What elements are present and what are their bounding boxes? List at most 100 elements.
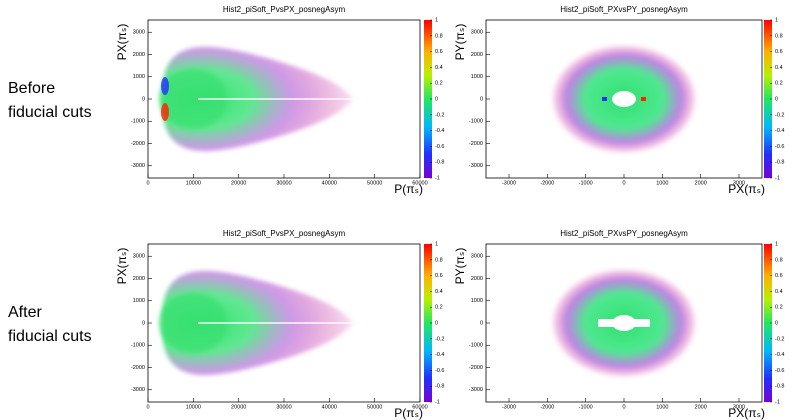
y-tick-label: 3000 (133, 254, 145, 260)
y-tick-label: 3000 (471, 30, 483, 36)
cloud-hole (612, 91, 636, 107)
y-tick-label: 0 (142, 96, 145, 102)
colorbar-tick-label: -0.4 (775, 352, 784, 358)
colorbar-tick-label: 0.4 (435, 65, 443, 71)
y-tick-label: -1000 (131, 343, 145, 349)
y-tick-label: -2000 (131, 141, 145, 147)
y-tick-label: -1000 (469, 343, 483, 349)
x-axis-label: PX(πₛ) (728, 406, 765, 420)
colorbar-tick-label: 0.8 (435, 33, 443, 39)
colorbar-tick-label: -0.6 (435, 144, 444, 150)
x-tick-label: 50000 (367, 404, 382, 410)
chart-title: Hist2_piSoft_PvsPX_posnegAsym (223, 5, 346, 14)
colorbar-tick-label: 0.2 (775, 305, 783, 311)
y-tick-label: 1000 (471, 298, 483, 304)
y-axis-label: PX(πₛ) (115, 248, 129, 285)
y-tick-label: 1000 (471, 74, 483, 80)
y-tick-label: -3000 (469, 387, 483, 393)
x-tick-label: 50000 (367, 180, 382, 186)
x-tick-label: 0 (622, 404, 625, 410)
colorbar-tick-label: 0.4 (775, 65, 783, 71)
cloud-edge (161, 103, 169, 121)
x-tick-label: 60000 (412, 404, 427, 410)
colorbar-tick-label: 0.8 (435, 257, 443, 263)
x-tick-label: -2000 (540, 180, 554, 186)
colorbar-tick-label: 1 (435, 241, 438, 247)
colorbar-tick-label: 0.6 (435, 49, 443, 55)
y-tick-label: -3000 (131, 163, 145, 169)
y-tick-label: 3000 (471, 254, 483, 260)
cloud-edge (161, 77, 169, 95)
y-tick-label: -3000 (131, 387, 145, 393)
y-axis-label: PY(πₛ) (453, 248, 467, 285)
colorbar-tick-label: -0.6 (775, 368, 784, 374)
y-tick-label: -2000 (131, 365, 145, 371)
colorbar-tick-label: 0.8 (775, 33, 783, 39)
colorbar (764, 20, 772, 178)
colorbar-tick-label: -0.2 (435, 112, 444, 118)
x-tick-label: 20000 (231, 404, 246, 410)
y-tick-label: 2000 (133, 52, 145, 58)
y-tick-label: -1000 (469, 119, 483, 125)
colorbar-tick-label: 0.4 (775, 289, 783, 295)
colorbar-tick-label: 1 (435, 17, 438, 23)
colorbar-tick-label: 1 (775, 17, 778, 23)
x-tick-label: 0 (146, 180, 149, 186)
colorbar-tick-label: -1 (775, 399, 780, 405)
colorbar-tick-label: 0.6 (775, 273, 783, 279)
x-tick-label: 10000 (186, 180, 201, 186)
cloud-edge (641, 97, 646, 101)
colorbar-tick-label: 0.6 (435, 273, 443, 279)
chart-title: Hist2_piSoft_PXvsPY_posnegAsym (560, 229, 688, 238)
y-tick-label: 1000 (133, 298, 145, 304)
x-tick-label: 40000 (322, 404, 337, 410)
colorbar-tick-label: -0.2 (775, 112, 784, 118)
density-cloud (159, 270, 353, 376)
colorbar-tick-label: 0.2 (435, 81, 443, 87)
y-tick-label: 2000 (471, 276, 483, 282)
colorbar-tick-label: 0.4 (435, 289, 443, 295)
x-tick-label: 40000 (322, 180, 337, 186)
colorbar-tick-label: 0 (435, 96, 438, 102)
x-tick-label: 0 (622, 180, 625, 186)
x-axis-label: P(πₛ) (394, 182, 423, 196)
colorbar-tick-label: 0 (435, 320, 438, 326)
chart-title: Hist2_piSoft_PvsPX_posnegAsym (223, 229, 346, 238)
cloud-core (159, 293, 227, 353)
row-label: After (8, 304, 42, 321)
y-tick-label: -3000 (469, 163, 483, 169)
colorbar-tick-label: -1 (435, 399, 440, 405)
cloud-hole (598, 319, 650, 327)
x-tick-label: 30000 (276, 180, 291, 186)
density-cloud (552, 269, 696, 377)
y-tick-label: 0 (480, 96, 483, 102)
colorbar-tick-label: 0 (775, 96, 778, 102)
x-tick-label: 60000 (412, 180, 427, 186)
cloud-core (159, 69, 227, 129)
colorbar (424, 20, 432, 178)
colorbar-tick-label: -0.6 (775, 144, 784, 150)
colorbar-tick-label: 0.6 (775, 49, 783, 55)
colorbar-tick-label: -0.4 (435, 128, 444, 134)
density-cloud (552, 45, 696, 153)
x-tick-label: 30000 (276, 404, 291, 410)
x-tick-label: 1000 (656, 404, 668, 410)
y-axis-label: PY(πₛ) (453, 24, 467, 61)
colorbar (764, 244, 772, 402)
colorbar-tick-label: 0.2 (775, 81, 783, 87)
colorbar-tick-label: -0.8 (775, 384, 784, 390)
colorbar-tick-label: -1 (775, 175, 780, 181)
x-tick-label: -1000 (579, 404, 593, 410)
colorbar-tick-label: -0.8 (435, 384, 444, 390)
x-tick-label: 10000 (186, 404, 201, 410)
colorbar-tick-label: -1 (435, 175, 440, 181)
y-tick-label: 2000 (471, 52, 483, 58)
chart-title: Hist2_piSoft_PXvsPY_posnegAsym (560, 5, 688, 14)
x-axis-label: PX(πₛ) (728, 182, 765, 196)
row-label: fiducial cuts (8, 328, 92, 345)
y-axis-label: PX(πₛ) (115, 24, 129, 61)
colorbar-tick-label: -0.8 (435, 160, 444, 166)
y-tick-label: -2000 (469, 365, 483, 371)
y-tick-label: -2000 (469, 141, 483, 147)
y-tick-label: 0 (142, 320, 145, 326)
